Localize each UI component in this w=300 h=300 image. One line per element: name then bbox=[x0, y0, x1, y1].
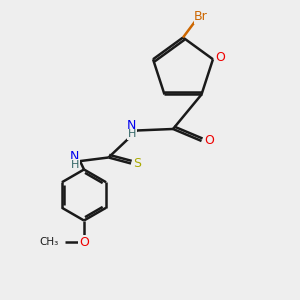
Text: O: O bbox=[205, 134, 214, 148]
Text: N: N bbox=[127, 119, 136, 132]
Text: N: N bbox=[70, 150, 80, 163]
Text: S: S bbox=[134, 157, 142, 170]
Text: O: O bbox=[215, 51, 225, 64]
Text: O: O bbox=[79, 236, 89, 249]
Text: H: H bbox=[71, 160, 79, 170]
Text: H: H bbox=[128, 129, 136, 139]
Text: CH₃: CH₃ bbox=[39, 237, 58, 248]
Text: Br: Br bbox=[194, 10, 208, 23]
